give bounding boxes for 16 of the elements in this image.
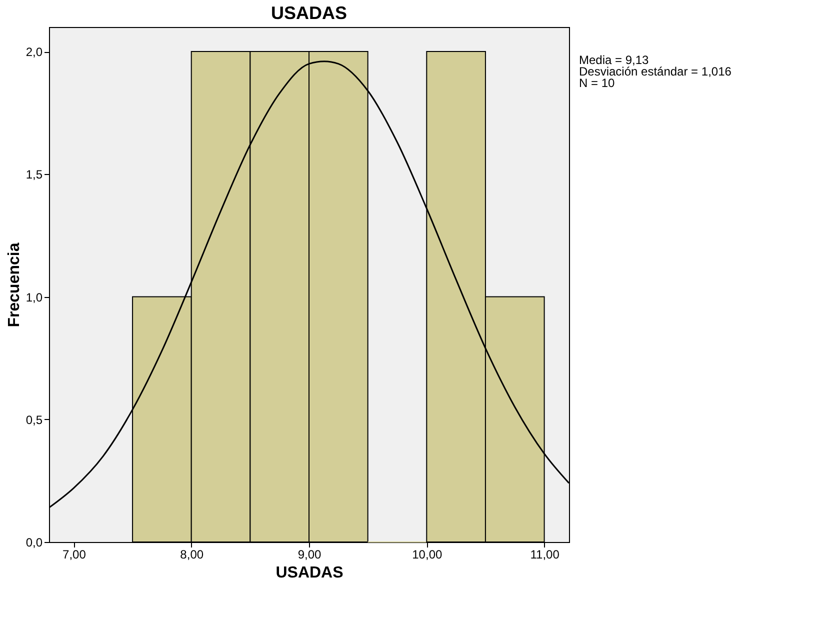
chart-title: USADAS [270, 3, 348, 23]
y-tick-label: 0,5 [26, 412, 43, 427]
y-tick-label: 1,5 [26, 168, 43, 182]
x-tick-label: 8,00 [180, 548, 204, 562]
text: N = 10 [579, 76, 616, 90]
y-tick-label: 2,0 [26, 45, 43, 60]
x-tick-label: 7,00 [62, 548, 86, 562]
y-tick-label: 0,0 [26, 536, 43, 550]
x-tick-label: 9,00 [298, 548, 322, 562]
text: Desviación estándar = 1,016 [579, 64, 732, 78]
y-axis-title: Frecuencia [6, 242, 23, 328]
x-axis-title: USADAS [276, 564, 344, 582]
y-tick-label: 1,0 [26, 290, 43, 304]
x-tick-label: 11,00 [530, 548, 560, 562]
x-tick-label: 10,00 [412, 548, 442, 562]
text: Media = 9,13 [579, 53, 650, 67]
